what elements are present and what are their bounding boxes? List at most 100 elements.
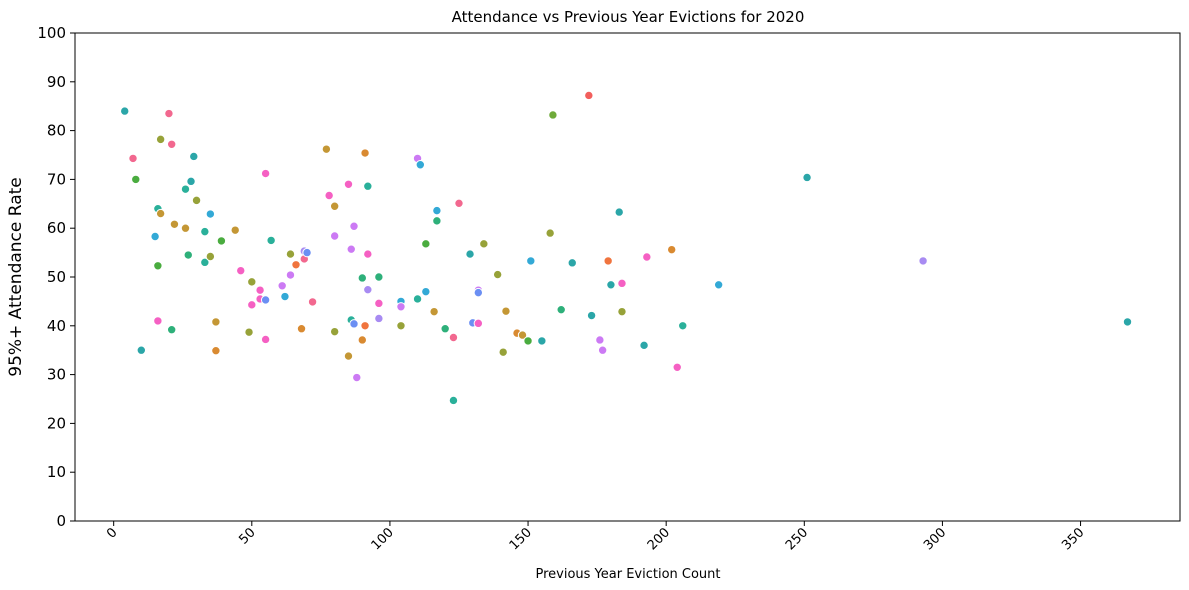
y-tick-label: 90 xyxy=(47,73,66,91)
data-point xyxy=(169,219,180,229)
data-point xyxy=(343,179,354,189)
data-point xyxy=(211,317,221,327)
data-point xyxy=(802,172,812,183)
data-point xyxy=(556,304,566,315)
data-point xyxy=(205,209,216,219)
data-point xyxy=(1122,317,1133,327)
y-tick-label: 50 xyxy=(47,268,66,286)
data-point xyxy=(166,325,177,335)
data-point xyxy=(396,302,406,312)
data-point xyxy=(412,294,423,304)
data-point xyxy=(537,336,547,346)
data-point xyxy=(374,313,384,324)
data-point xyxy=(155,208,166,219)
data-point xyxy=(678,321,688,331)
data-point xyxy=(440,324,450,334)
data-point xyxy=(360,321,370,331)
plot-frame xyxy=(74,32,1181,522)
data-point xyxy=(329,201,340,211)
data-point xyxy=(230,225,240,235)
data-point xyxy=(211,345,221,356)
data-point xyxy=(166,139,177,149)
y-tick-label: 100 xyxy=(37,24,66,42)
data-point xyxy=(432,205,442,216)
data-point xyxy=(280,291,290,302)
x-tick-label: 300 xyxy=(921,525,949,553)
data-point xyxy=(523,336,533,346)
data-point xyxy=(321,144,332,154)
data-point xyxy=(349,221,359,231)
data-point xyxy=(429,306,439,317)
data-point xyxy=(244,327,254,337)
data-point xyxy=(307,297,318,307)
data-point xyxy=(617,278,627,289)
data-point xyxy=(346,244,356,254)
data-point xyxy=(492,269,503,280)
data-point xyxy=(136,345,147,355)
data-point xyxy=(454,198,464,209)
data-point xyxy=(396,321,406,331)
data-point xyxy=(672,362,682,372)
data-point xyxy=(526,256,536,266)
data-point xyxy=(614,207,624,217)
data-point xyxy=(260,168,271,179)
data-point xyxy=(517,330,528,340)
data-point xyxy=(603,256,613,266)
data-point xyxy=(479,239,489,249)
data-point xyxy=(153,261,163,271)
y-tick-label: 10 xyxy=(47,463,66,481)
data-point xyxy=(324,190,334,201)
data-point xyxy=(642,252,652,262)
data-point xyxy=(285,270,296,280)
data-point xyxy=(150,231,160,242)
data-point xyxy=(343,351,354,361)
data-point xyxy=(247,277,257,287)
data-point xyxy=(180,184,191,194)
data-point xyxy=(200,226,210,237)
data-point xyxy=(329,326,340,337)
data-point xyxy=(291,260,301,270)
plot-area xyxy=(120,90,1133,406)
data-point xyxy=(473,318,484,329)
data-point xyxy=(120,106,130,116)
data-point xyxy=(260,295,271,305)
data-point xyxy=(586,310,597,321)
x-tick-label: 200 xyxy=(645,525,673,553)
y-tick-label: 30 xyxy=(47,366,66,384)
data-point xyxy=(277,281,287,291)
data-point xyxy=(360,148,370,158)
data-point xyxy=(595,335,605,345)
x-tick-label: 150 xyxy=(507,525,535,553)
data-point xyxy=(473,287,484,298)
y-axis-label: 95%+ Attendance Rate xyxy=(6,177,26,377)
data-point xyxy=(363,249,373,259)
data-point xyxy=(584,90,594,101)
data-point xyxy=(363,181,373,191)
y-tick-label: 40 xyxy=(47,317,66,335)
x-tick-label: 100 xyxy=(369,525,397,553)
x-tick-label: 250 xyxy=(783,525,811,553)
data-point xyxy=(374,272,384,282)
data-point xyxy=(448,332,459,343)
x-tick-label: 350 xyxy=(1059,525,1087,553)
data-point xyxy=(247,300,257,310)
data-point xyxy=(357,273,367,283)
data-point xyxy=(617,306,627,317)
data-point xyxy=(918,256,928,266)
data-point xyxy=(498,347,508,357)
data-point xyxy=(597,345,608,355)
data-point xyxy=(266,235,276,246)
data-point xyxy=(713,280,724,290)
data-point xyxy=(329,231,340,241)
data-point xyxy=(128,153,138,164)
data-point xyxy=(667,244,677,255)
data-point xyxy=(465,249,475,259)
data-point xyxy=(421,239,431,249)
data-point xyxy=(205,251,216,262)
data-point xyxy=(155,134,166,145)
data-point xyxy=(153,316,163,326)
data-point xyxy=(639,340,649,351)
data-point xyxy=(548,110,558,120)
data-point xyxy=(236,265,246,276)
